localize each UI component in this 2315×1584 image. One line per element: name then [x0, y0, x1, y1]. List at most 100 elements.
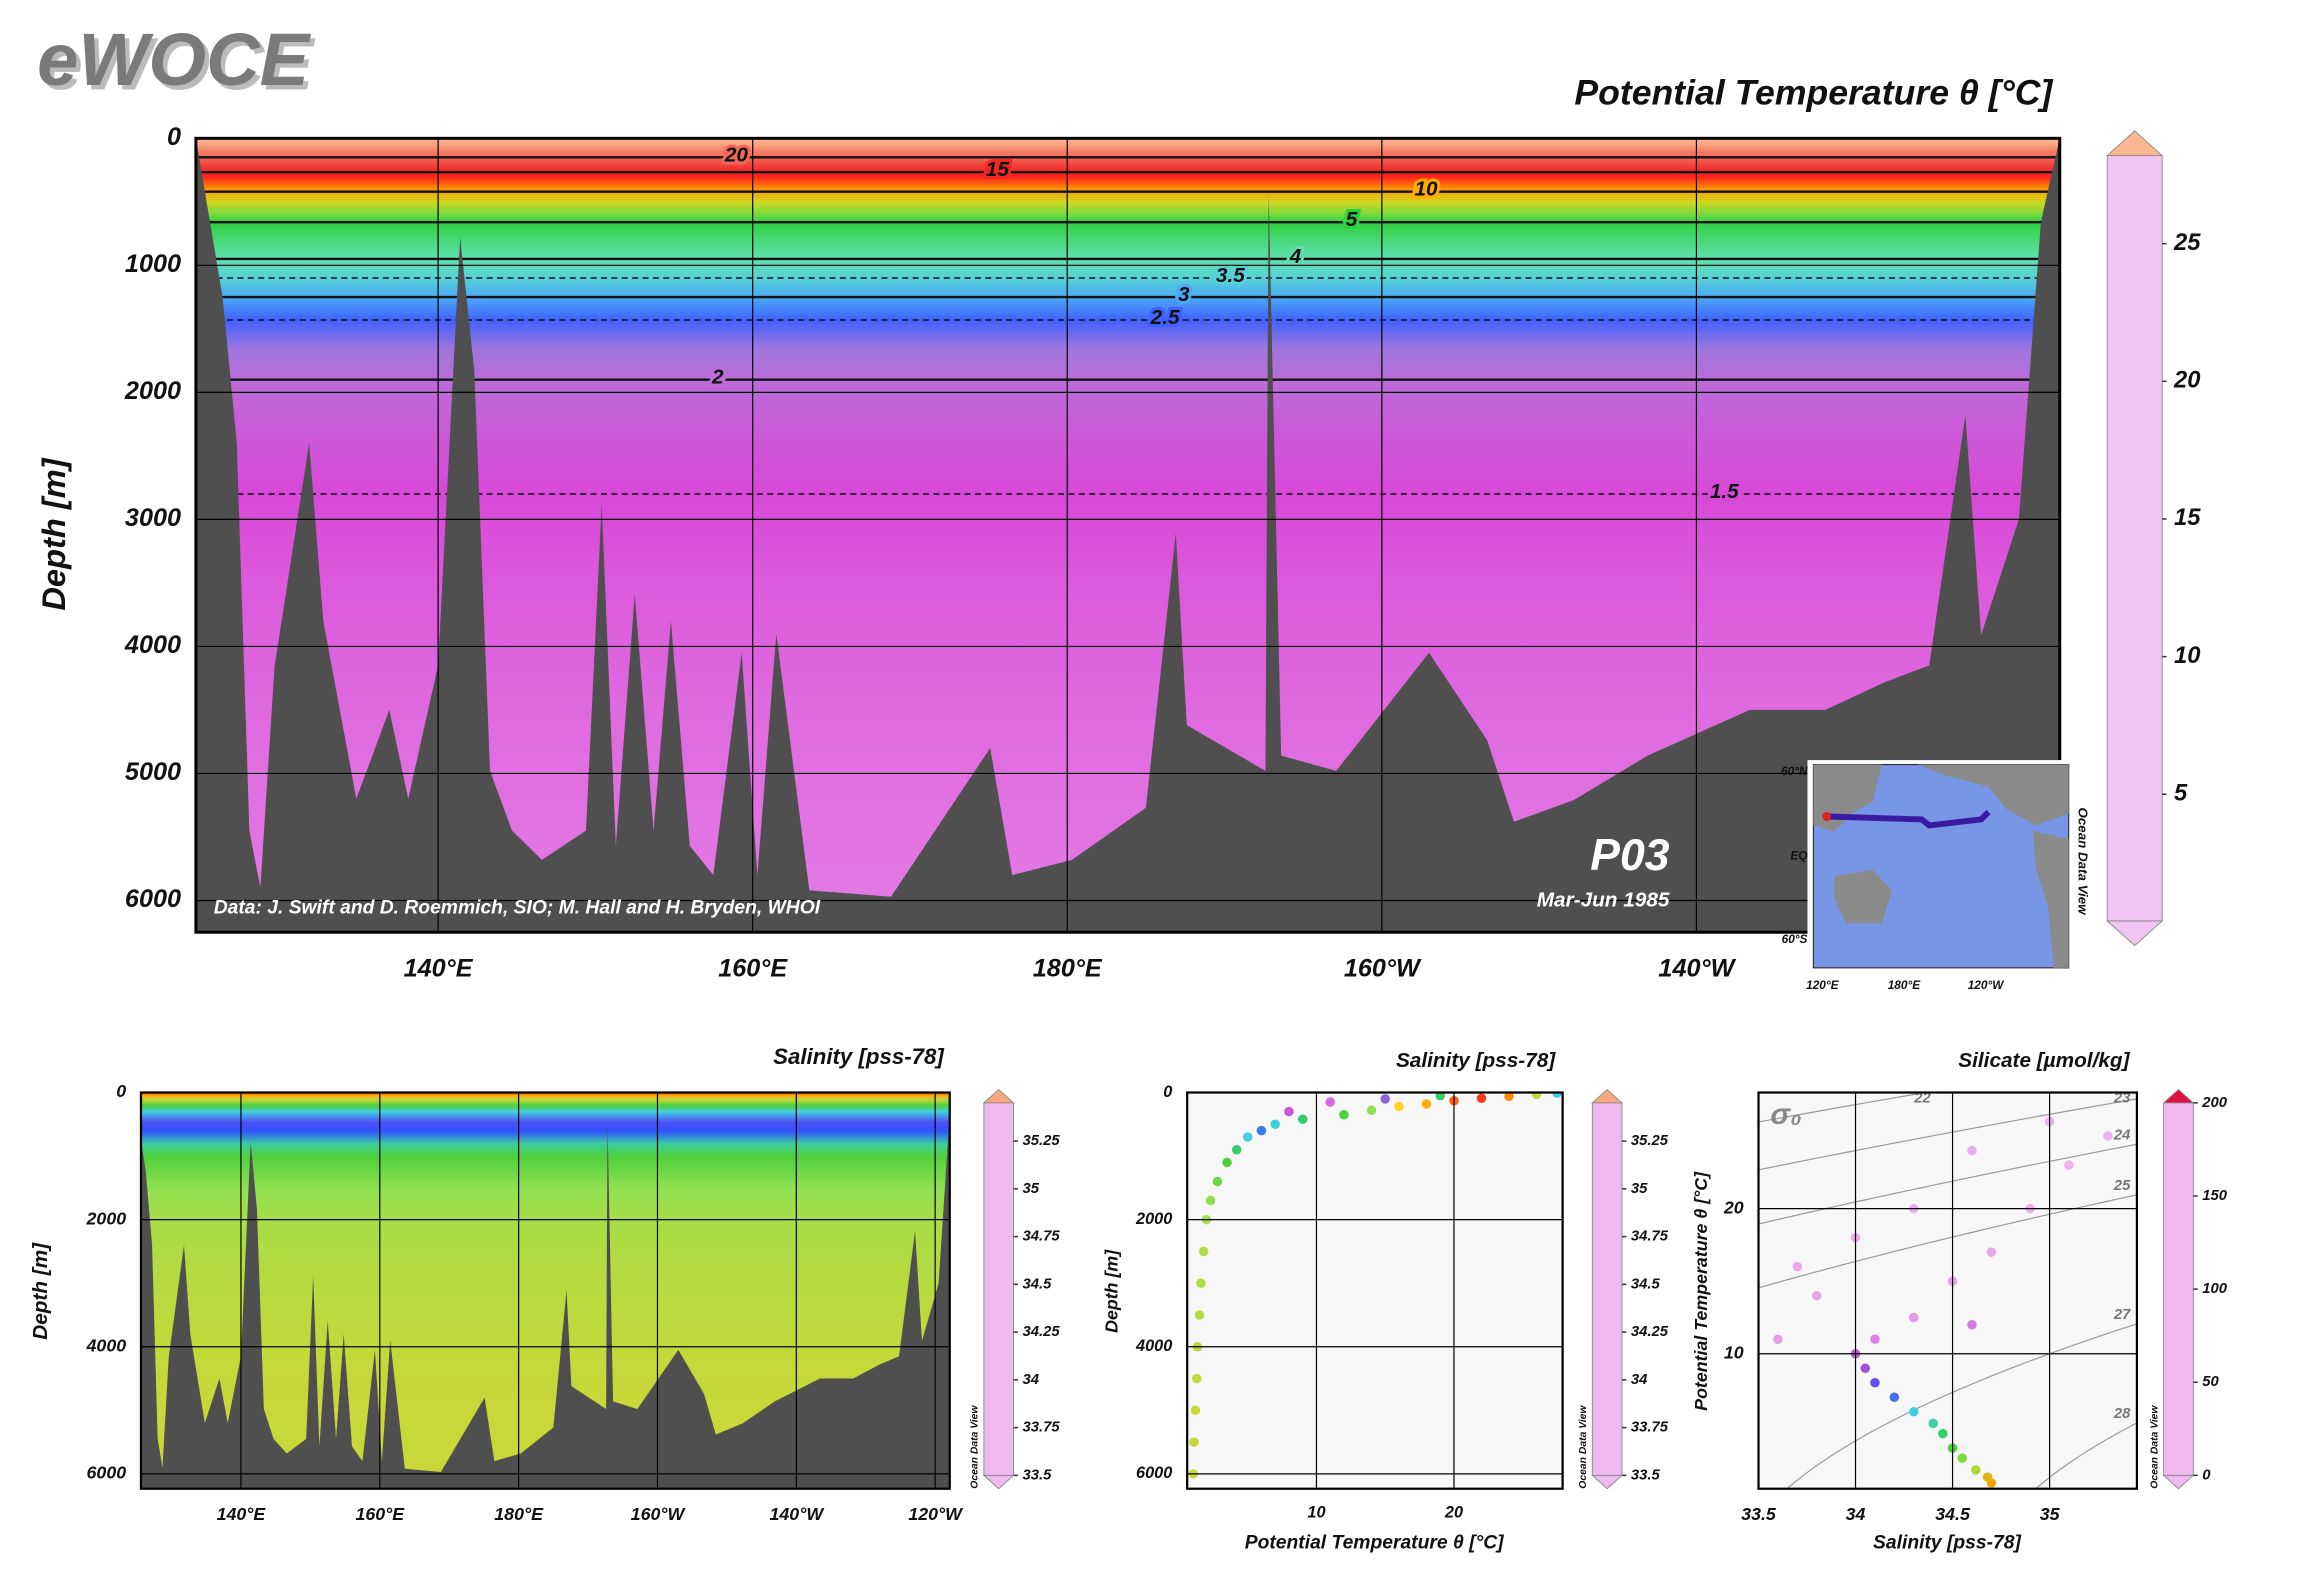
colorbar-tick-label: 34.25 [1022, 1324, 1060, 1340]
field-band [140, 1130, 950, 1145]
plot-background [1187, 1092, 1563, 1489]
colorbar-tick-label: 33.5 [1022, 1467, 1052, 1483]
y-tick-label: 20 [1723, 1197, 1744, 1217]
y-tick-label: 0 [167, 123, 181, 151]
x-tick-label: 140°E [217, 1504, 267, 1524]
isopycnal [1758, 1143, 2137, 1225]
colorbar-tick-label: 10 [2174, 643, 2200, 669]
isopycnal [2034, 1422, 2137, 1489]
x-tick-label: 160°E [355, 1504, 405, 1524]
point [1967, 1319, 1977, 1330]
colorbar-tick-label: 5 [2174, 781, 2188, 807]
point [1380, 1094, 1390, 1104]
colorbar-bottom [982, 1474, 1015, 1490]
field-band [195, 214, 2060, 223]
annotation: Mar-Jun 1985 [1537, 889, 1670, 912]
field-band [195, 347, 2060, 381]
field-band [195, 297, 2060, 321]
colorbar-bottom [2162, 1474, 2195, 1490]
point [1192, 1373, 1202, 1384]
point [1256, 1125, 1267, 1136]
point [1986, 1247, 1997, 1257]
credit: Ocean Data View [1578, 1405, 1589, 1489]
colorbar-top [1591, 1088, 1624, 1104]
colorbar-top [2106, 130, 2164, 157]
colorbar [983, 1102, 1014, 1476]
y-tick-label: 4000 [1135, 1337, 1172, 1355]
field-band [140, 1121, 950, 1132]
point [1909, 1407, 1919, 1417]
x-tick-label: 20 [1444, 1504, 1463, 1522]
contour-label: 20 [724, 143, 749, 166]
field-band [140, 1143, 950, 1157]
density-symbol: σ₀ [1770, 1098, 1801, 1131]
inset-label: 60°S [1782, 932, 1808, 946]
x-tick-label: 140°W [770, 1504, 826, 1524]
colorbar-tick-label: 50 [2202, 1374, 2219, 1390]
plot-frame [1186, 1091, 1564, 1490]
x-tick-label: 140°W [1658, 955, 1736, 983]
inset-label: 60°N [1781, 764, 1808, 778]
colorbar-tick-label: 34 [1631, 1372, 1648, 1388]
field-band [140, 1219, 950, 1284]
point [1339, 1110, 1349, 1120]
point [1870, 1334, 1880, 1344]
x-tick-label: 160°E [718, 955, 788, 983]
y-tick-label: 0 [116, 1081, 126, 1101]
colorbar-bottom [1591, 1474, 1624, 1490]
chart-title: Salinity [pss-78] [773, 1044, 945, 1069]
y-tick-label: 5000 [125, 758, 181, 786]
y-tick-label: 6000 [125, 885, 181, 913]
field-band [140, 1092, 950, 1097]
point [1971, 1465, 1981, 1475]
colorbar-tick-label: 0 [2202, 1467, 2211, 1483]
field-band [140, 1105, 950, 1113]
contour-label: 1.5 [1710, 480, 1739, 503]
inset-land [2033, 831, 2069, 968]
y-tick-label: 4000 [86, 1335, 127, 1355]
field-band [140, 1098, 950, 1106]
point [1982, 1472, 1993, 1482]
point [1366, 1105, 1377, 1116]
annotation: P03 [1590, 831, 1669, 880]
colorbar-tick-label: 34.25 [1631, 1324, 1669, 1340]
isopycnal-label: 24 [2113, 1127, 2131, 1143]
isopycnal-label: 22 [1913, 1090, 1931, 1106]
colorbar-tick-label: 15 [2174, 505, 2201, 531]
isopycnal-label: 28 [2113, 1406, 2131, 1422]
point [1909, 1312, 1919, 1323]
isopycnal [1786, 1323, 2137, 1489]
plot-frame [139, 1091, 951, 1490]
contour-label: 15 [986, 158, 1010, 181]
field-band [195, 379, 2060, 432]
point [1231, 1144, 1242, 1155]
point [2064, 1160, 2074, 1170]
point [1190, 1405, 1201, 1416]
point [1421, 1099, 1432, 1109]
isopycnal [1758, 1098, 2137, 1171]
plot-area: 20 15 10 5 4 3.5 32.5 2 1.5 [195, 138, 2060, 933]
colorbar-tick-label: 34.5 [1631, 1276, 1661, 1292]
colorbar-top [2162, 1088, 2195, 1104]
point [1394, 1101, 1404, 1112]
point [1212, 1176, 1223, 1187]
contour-label: 3.5 [1216, 264, 1245, 287]
colorbar-tick-label: 33.75 [1631, 1420, 1669, 1436]
point [1967, 1145, 1977, 1156]
contour-label: 10 [1414, 178, 1438, 201]
isopycnal-label: 25 [2113, 1178, 2131, 1194]
point [1435, 1092, 1445, 1101]
point [1194, 1310, 1205, 1320]
y-tick-label: 10 [1724, 1342, 1744, 1362]
x-tick-label: 34.5 [1935, 1504, 1971, 1524]
field-band [195, 222, 2060, 241]
point [1205, 1195, 1216, 1206]
colorbar-tick-label: 34.75 [1022, 1229, 1060, 1245]
field-band [195, 151, 2060, 159]
logo: eWOCE [37, 18, 312, 101]
point [1552, 1092, 1562, 1098]
field-band [195, 176, 2060, 190]
point [1196, 1278, 1206, 1288]
